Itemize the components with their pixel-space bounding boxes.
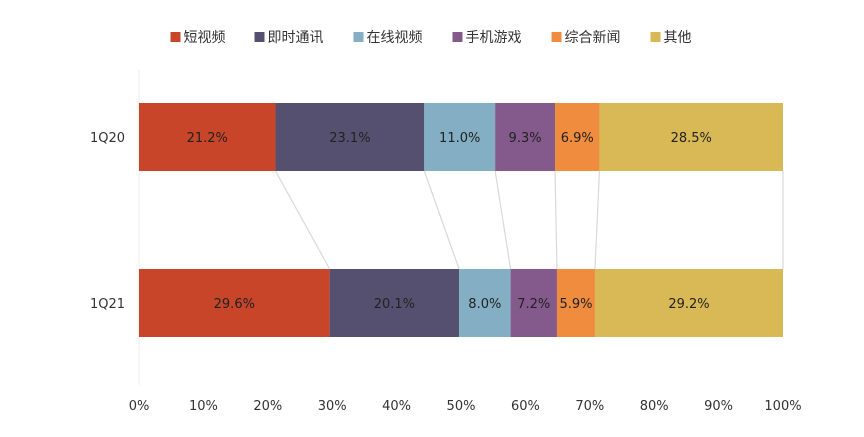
legend-swatch <box>551 32 562 42</box>
bar-segment <box>510 269 557 337</box>
x-tick-label: 80% <box>640 399 669 414</box>
series-connector-line <box>494 170 512 270</box>
data-label: 29.2% <box>668 297 709 312</box>
legend-label: 其他 <box>664 30 692 46</box>
bar-segment <box>329 269 460 337</box>
data-label: 9.3% <box>509 131 542 146</box>
legend-label: 手机游戏 <box>466 30 522 46</box>
x-tick-label: 90% <box>704 399 733 414</box>
x-tick-label: 40% <box>382 399 411 414</box>
data-label: 23.1% <box>329 131 370 146</box>
bar-segment <box>599 103 783 171</box>
legend-label: 即时通讯 <box>268 30 324 46</box>
data-label: 5.9% <box>559 297 592 312</box>
category-tick-label: 1Q20 <box>90 131 125 146</box>
series-connector-line <box>275 170 331 270</box>
x-tick-label: 30% <box>318 399 347 414</box>
bar-segment <box>139 269 330 337</box>
category-tick-label: 1Q21 <box>90 297 125 312</box>
series-connector-line <box>423 170 460 270</box>
data-label: 20.1% <box>374 297 415 312</box>
series-connector-line <box>594 170 601 270</box>
bar-segment <box>556 269 595 337</box>
bar-segment <box>275 103 425 171</box>
legend-label: 短视频 <box>184 30 226 46</box>
series-connector-line <box>554 170 558 270</box>
bar-segment <box>555 103 600 171</box>
data-label: 21.2% <box>187 131 228 146</box>
data-label: 28.5% <box>671 131 712 146</box>
legend-label: 综合新闻 <box>565 30 621 46</box>
legend-swatch <box>254 32 265 42</box>
legend-swatch <box>650 32 661 42</box>
data-label: 11.0% <box>439 131 480 146</box>
legend-label: 在线视频 <box>367 30 423 46</box>
x-tick-label: 100% <box>764 399 801 414</box>
data-label: 6.9% <box>561 131 594 146</box>
bar-segment <box>495 103 556 171</box>
legend-swatch <box>353 32 364 42</box>
x-tick-label: 70% <box>575 399 604 414</box>
x-tick-label: 0% <box>129 399 150 414</box>
bar-segment <box>594 269 783 337</box>
x-tick-label: 10% <box>189 399 218 414</box>
x-tick-label: 20% <box>253 399 282 414</box>
x-tick-label: 60% <box>511 399 540 414</box>
bar-segment <box>459 269 511 337</box>
data-label: 8.0% <box>468 297 501 312</box>
data-label: 29.6% <box>214 297 255 312</box>
bar-segment <box>139 103 276 171</box>
bar-segment <box>424 103 496 171</box>
legend-swatch <box>170 32 181 42</box>
x-tick-label: 50% <box>447 399 476 414</box>
legend-swatch <box>452 32 463 42</box>
data-label: 7.2% <box>517 297 550 312</box>
